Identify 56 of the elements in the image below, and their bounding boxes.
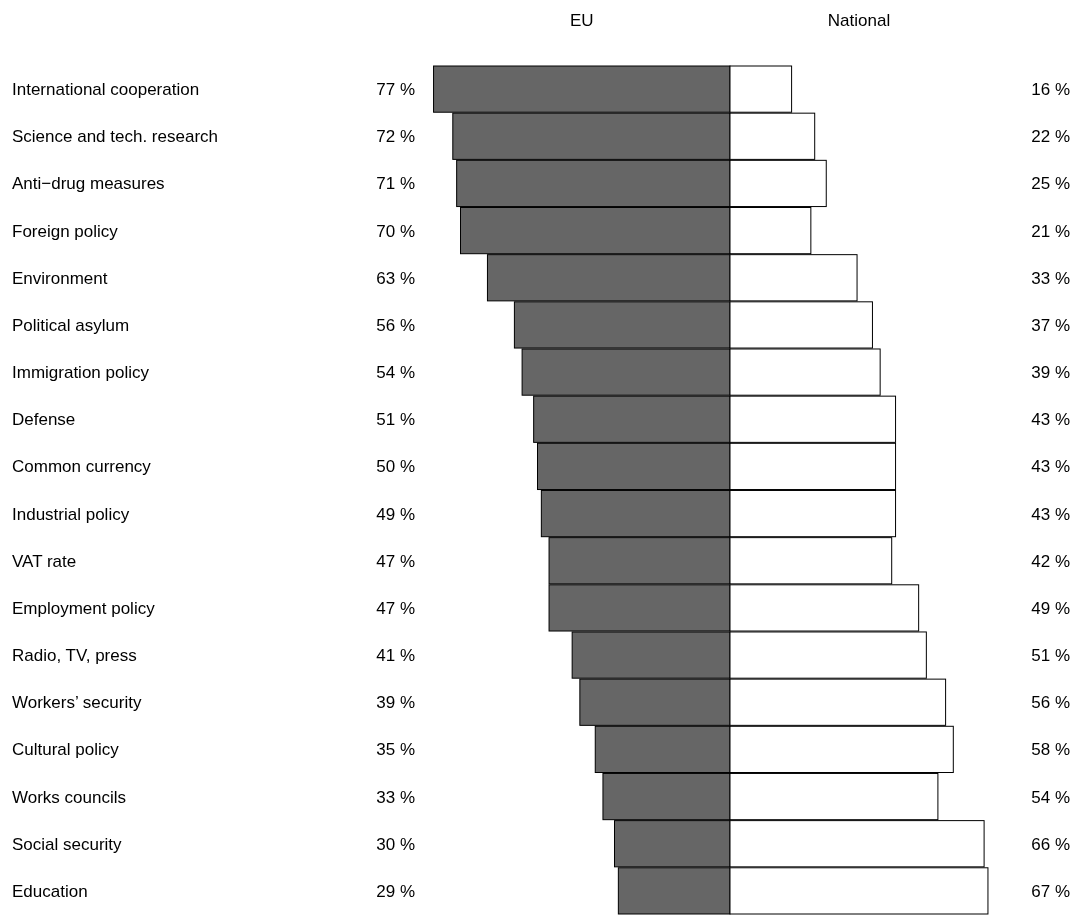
data-label: 35 %	[376, 740, 415, 760]
data-label: 47 %	[376, 598, 415, 618]
data-label: 47 %	[376, 551, 415, 571]
data-label: 54 %	[1031, 787, 1070, 807]
data-label: 39 %	[376, 693, 415, 713]
data-label: 42 %	[1031, 551, 1070, 571]
y-tick-label: Social security	[12, 834, 123, 854]
y-tick-label: Foreign policy	[12, 221, 119, 241]
data-label: 43 %	[1031, 410, 1070, 430]
data-label: 51 %	[1031, 646, 1070, 666]
data-label: 72 %	[376, 127, 415, 147]
y-tick-label: Anti−drug measures	[12, 174, 165, 194]
data-label: 49 %	[376, 504, 415, 524]
data-label: 67 %	[1031, 881, 1070, 901]
data-label: 43 %	[1031, 457, 1070, 477]
data-label: 43 %	[1031, 504, 1070, 524]
data-label: 21 %	[1031, 221, 1070, 241]
data-label: 77 %	[376, 80, 415, 100]
data-label: 63 %	[376, 268, 415, 288]
data-label: 37 %	[1031, 315, 1070, 335]
y-tick-label: Radio, TV, press	[12, 646, 137, 666]
y-tick-label: Employment policy	[12, 598, 156, 618]
y-tick-label: Education	[12, 881, 88, 901]
y-tick-label: Works councils	[12, 787, 126, 807]
y-tick-label: International cooperation	[12, 80, 200, 100]
y-tick-label: Workers’ security	[12, 693, 142, 713]
data-label: 33 %	[1031, 268, 1070, 288]
data-label: 22 %	[1031, 127, 1070, 147]
data-label: 58 %	[1031, 740, 1070, 760]
y-tick-label: Defense	[12, 410, 76, 430]
y-tick-label: Immigration policy	[12, 363, 150, 383]
text: EU	[569, 11, 594, 30]
data-label: 30 %	[376, 834, 415, 854]
data-label: 51 %	[376, 410, 415, 430]
text: National	[827, 11, 891, 30]
y-tick-label: Industrial policy	[12, 504, 130, 524]
data-label: 56 %	[1031, 693, 1070, 713]
data-label: 54 %	[376, 363, 415, 383]
data-label: 56 %	[376, 315, 415, 335]
data-label: 33 %	[376, 787, 415, 807]
data-label: 29 %	[376, 881, 415, 901]
data-label: 66 %	[1031, 834, 1070, 854]
data-label: 25 %	[1031, 174, 1070, 194]
y-tick-label: Science and tech. research	[12, 127, 219, 147]
data-label: 16 %	[1031, 80, 1070, 100]
data-label: 50 %	[376, 457, 415, 477]
y-tick-label: Political asylum	[12, 315, 130, 335]
y-tick-label: Common currency	[12, 457, 152, 477]
data-label: 41 %	[376, 646, 415, 666]
y-tick-label: VAT rate	[12, 551, 77, 571]
data-label: 70 %	[376, 221, 415, 241]
y-tick-label: Cultural policy	[12, 740, 120, 760]
y-tick-label: Environment	[12, 268, 108, 288]
data-label: 71 %	[376, 174, 415, 194]
data-label: 39 %	[1031, 363, 1070, 383]
data-label: 49 %	[1031, 598, 1070, 618]
